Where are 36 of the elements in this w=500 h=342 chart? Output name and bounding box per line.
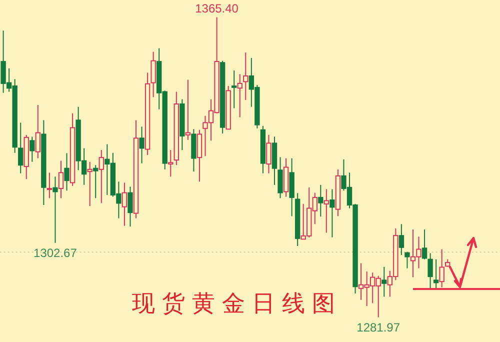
candlestick bbox=[46, 172, 52, 199]
candlestick bbox=[98, 149, 104, 204]
candlestick bbox=[58, 160, 64, 199]
candlestick bbox=[266, 134, 272, 174]
candlestick bbox=[128, 186, 133, 228]
text: 现货黄金日线图 bbox=[132, 291, 342, 316]
candlestick bbox=[237, 74, 242, 118]
candlestick bbox=[185, 79, 191, 140]
candlestick bbox=[243, 52, 248, 101]
candlestick bbox=[278, 156, 283, 199]
annotation: 1302.67 bbox=[34, 246, 78, 260]
candlestick bbox=[139, 126, 144, 164]
candlestick bbox=[30, 136, 35, 162]
candlestick bbox=[150, 51, 156, 98]
candlestick bbox=[324, 188, 330, 234]
candlestick bbox=[422, 228, 428, 260]
candlestick bbox=[330, 188, 335, 238]
candlestick bbox=[93, 164, 98, 199]
candlestick bbox=[404, 251, 410, 269]
candlestick bbox=[18, 122, 24, 174]
candlestick bbox=[433, 258, 439, 289]
candlestick bbox=[64, 152, 70, 192]
candlestick bbox=[35, 104, 41, 159]
candlestick bbox=[87, 161, 92, 207]
candlestick bbox=[398, 224, 404, 256]
candlestick bbox=[168, 149, 174, 178]
candlestick bbox=[439, 248, 444, 288]
candlestick bbox=[122, 182, 128, 226]
candlestick bbox=[52, 176, 58, 244]
candlestick bbox=[428, 252, 433, 290]
annotation: 1365.40 bbox=[195, 1, 239, 16]
annotation: 1281.97 bbox=[356, 320, 400, 334]
candlestick bbox=[232, 70, 237, 109]
candlestick bbox=[196, 129, 202, 182]
candlestick bbox=[318, 184, 324, 218]
candlestick bbox=[382, 266, 387, 298]
